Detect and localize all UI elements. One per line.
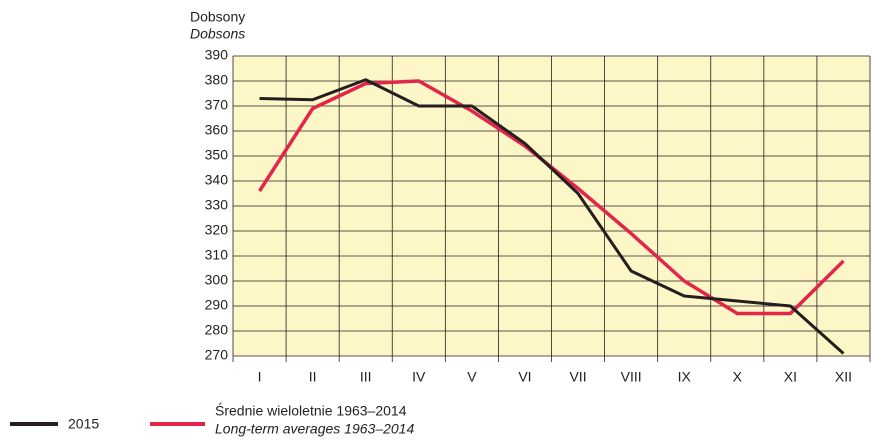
x-tick-label: IX [678,369,692,385]
y-axis-label-en: Dobsons [190,26,245,42]
series-line [259,78,845,355]
x-tick-label: XI [784,369,797,385]
y-tick-label: 380 [205,72,229,88]
y-tick-label: 360 [205,122,229,138]
x-tick-label: IV [412,369,426,385]
y-tick-label: 340 [205,172,229,188]
x-tick-label: V [467,369,477,385]
y-tick-label: 330 [205,197,229,213]
x-tick-label: I [258,369,262,385]
x-tick-label: VII [569,369,586,385]
x-tick-label: VI [518,369,531,385]
y-tick-label: 300 [205,272,229,288]
y-tick-label: 370 [205,97,229,113]
x-tick-label: XII [835,369,852,385]
legend-label-en: Long-term averages 1963–2014 [215,421,414,437]
x-tick-label: II [309,369,317,385]
y-axis-label: Dobsony [190,9,245,25]
y-tick-label: 310 [205,247,229,263]
y-tick-label: 280 [205,322,229,338]
y-tick-label: 390 [205,47,229,63]
y-tick-label: 270 [205,347,229,363]
x-tick-label: VIII [621,369,642,385]
y-tick-label: 320 [205,222,229,238]
legend-label: Średnie wieloletnie 1963–2014 [215,402,407,419]
y-tick-label: 290 [205,297,229,313]
legend-label: 2015 [68,416,99,432]
x-tick-label: III [360,369,372,385]
y-tick-label: 350 [205,147,229,163]
x-tick-label: X [733,369,743,385]
